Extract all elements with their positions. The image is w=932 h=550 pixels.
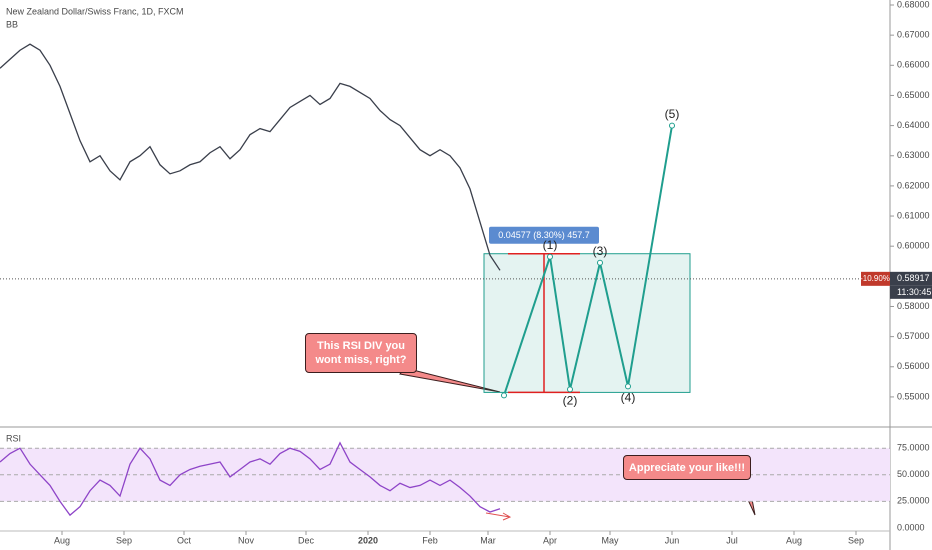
x-tick-label: Jul [726, 535, 738, 545]
wave-label: (5) [665, 107, 680, 121]
x-tick-label: Aug [54, 535, 70, 545]
y-tick-label: 0.67000 [897, 30, 930, 40]
x-tick-label: Sep [848, 535, 864, 545]
y-tick-label: 50.0000 [897, 469, 930, 479]
x-tick-label: Nov [238, 535, 255, 545]
x-tick-label: May [601, 535, 619, 545]
wave-point [669, 122, 675, 129]
callout: Appreciate your like!!! [623, 455, 751, 480]
x-tick-label: Sep [116, 535, 132, 545]
wave-line [503, 125, 673, 396]
y-tick-label: 0.56000 [897, 361, 930, 371]
countdown-label: 11:30:45 [897, 287, 931, 297]
y-tick-label: 0.55000 [897, 391, 930, 401]
y-tick-label: 0.62000 [897, 180, 930, 190]
chart-title: New Zealand Dollar/Swiss Franc, 1D, FXCM [6, 6, 184, 16]
y-tick-label: 0.66000 [897, 60, 930, 70]
y-tick-label: 0.63000 [897, 150, 930, 160]
wave-label: (2) [563, 394, 578, 408]
y-tick-label: 0.61000 [897, 210, 930, 220]
y-tick-label: 25.0000 [897, 496, 930, 506]
x-tick-label: 2020 [358, 535, 378, 545]
divergence-arrow [485, 512, 512, 521]
y-tick-label: 0.68000 [897, 0, 930, 9]
rsi-line [0, 441, 501, 517]
y-tick-label: 0.60000 [897, 241, 930, 251]
y-tick-label: 0.64000 [897, 120, 930, 130]
x-tick-label: Apr [543, 535, 557, 545]
wave-point [547, 253, 553, 260]
y-tick-label: 0.0000 [897, 522, 925, 532]
y-tick-label: 0.65000 [897, 90, 930, 100]
x-tick-label: Mar [480, 535, 496, 545]
wave-label: (3) [593, 244, 608, 258]
price-line [0, 43, 501, 271]
wave-label: (4) [621, 391, 636, 405]
countdown-tag [890, 285, 932, 299]
wave-point [501, 392, 507, 399]
x-tick-label: Jun [665, 535, 680, 545]
indicator-label: BB [6, 19, 18, 29]
y-tick-label: 0.57000 [897, 331, 930, 341]
wave-point [625, 383, 631, 390]
change-label: -10.90% [860, 274, 890, 283]
wave-point [597, 259, 603, 266]
measure-label: 0.04577 (8.30%) 457.7 [498, 230, 590, 240]
y-tick-label: 0.58000 [897, 301, 930, 311]
wave-label: (1) [543, 238, 558, 252]
y-tick-label: 75.0000 [897, 443, 930, 453]
x-tick-label: Aug [786, 535, 802, 545]
position-box [483, 253, 691, 393]
price-label: 0.58917 [897, 273, 930, 283]
x-tick-label: Oct [177, 535, 192, 545]
measure-label-box [489, 226, 599, 244]
x-tick-label: Dec [298, 535, 315, 545]
price-tag [890, 271, 932, 286]
rsi-title: RSI [6, 433, 21, 443]
callout: This RSI DIV you wont miss, right? [305, 333, 417, 373]
x-tick-label: Feb [422, 535, 438, 545]
change-tag [861, 271, 890, 286]
wave-point [567, 386, 573, 393]
